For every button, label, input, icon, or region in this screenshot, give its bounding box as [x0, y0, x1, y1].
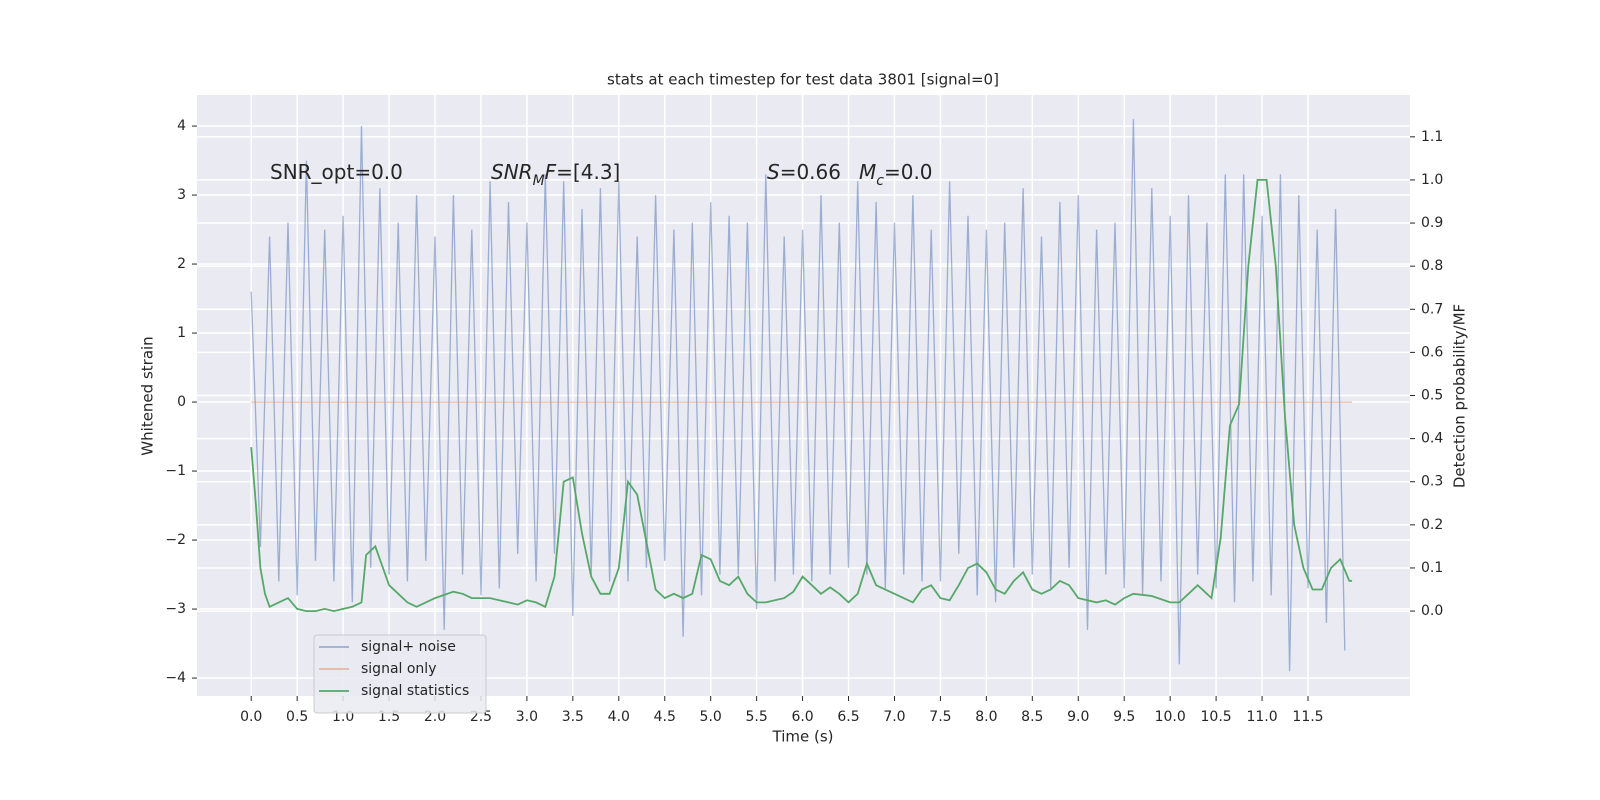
chart-title: stats at each timestep for test data 380…: [607, 71, 999, 89]
x-tick-label: 5.0: [700, 709, 722, 725]
y-tick-label: −3: [165, 601, 186, 617]
plot-lines: [250, 119, 1353, 672]
annotation: S=0.66: [767, 160, 841, 184]
x-tick-label: 10.5: [1201, 709, 1232, 725]
annotation: SNRMF=[4.3]: [491, 160, 620, 190]
x-tick-label: 8.0: [975, 709, 997, 725]
annotation-part: =0.0: [884, 160, 933, 184]
x-tick-label: 6.0: [791, 709, 813, 725]
x-tick-label: 0.0: [240, 709, 262, 725]
y2-tick-label: 0.7: [1421, 301, 1443, 317]
y2-tick-label: 0.8: [1421, 258, 1443, 274]
y-tick-label: 4: [177, 118, 186, 134]
series-line: [250, 179, 1353, 613]
y2-tick-label: 0.3: [1421, 474, 1443, 490]
annotation: Mc=0.0: [859, 160, 933, 190]
x-tick-label: 10.0: [1155, 709, 1186, 725]
annotation-part: =0.66: [780, 160, 841, 184]
x-tick-label: 9.5: [1113, 709, 1135, 725]
annotation: SNR_opt=0.0: [270, 160, 403, 184]
y-tick-label: −1: [165, 463, 186, 479]
y-tick-label: 1: [177, 325, 186, 341]
y2-tick-label: 0.9: [1421, 215, 1443, 231]
y-tick-label: 3: [177, 187, 186, 203]
x-tick-label: 4.0: [608, 709, 630, 725]
x-tick-label: 7.0: [883, 709, 905, 725]
x-tick-label: 7.5: [929, 709, 951, 725]
x-tick-label: 11.0: [1246, 709, 1277, 725]
labels: 0.0 0.5 1.0 1.5 2.0 2.5 3.0 3.5 4.0 4.5 5.0 5.5 6.0 6…: [165, 118, 1443, 725]
x-tick-label: 9.0: [1067, 709, 1089, 725]
x-tick-label: 3.0: [516, 709, 538, 725]
annotation-part: S: [767, 160, 780, 184]
x-tick-label: 11.5: [1292, 709, 1323, 725]
y-tick-label: −2: [165, 532, 186, 548]
legend-label: signal+ noise: [361, 639, 456, 655]
y2-axis-label: Detection probability/MF: [1451, 304, 1469, 488]
y-axis-label: Whitened strain: [139, 336, 157, 455]
x-axis-label: Time (s): [772, 728, 834, 746]
y-tick-label: −4: [165, 670, 186, 686]
legend-box: [313, 634, 487, 714]
y2-tick-label: 0.4: [1421, 431, 1443, 447]
y-tick-label: 0: [177, 394, 186, 410]
x-tick-label: 6.5: [837, 709, 859, 725]
annotation-part: c: [876, 173, 884, 189]
y2-tick-label: 0.6: [1421, 344, 1443, 360]
legend-label: signal only: [361, 661, 436, 677]
y2-tick-label: 0.1: [1421, 560, 1443, 576]
x-tick-label: 8.5: [1021, 709, 1043, 725]
legend-label: signal statistics: [361, 683, 469, 699]
x-tick-label: 3.5: [562, 709, 584, 725]
annotation-part: M: [859, 160, 876, 184]
annotation-part: SNR_opt=0.0: [270, 160, 403, 184]
x-tick-label: 5.5: [746, 709, 768, 725]
legend: signal+ noise signal only signal statistic…: [313, 634, 487, 714]
y2-tick-label: 0.0: [1421, 603, 1443, 619]
annotation-part: F: [545, 160, 557, 184]
annotation-part: =[4.3]: [556, 160, 620, 184]
annotation-part: M: [533, 173, 545, 189]
x-tick-label: 0.5: [286, 709, 308, 725]
y2-tick-label: 0.2: [1421, 517, 1443, 533]
y2-tick-label: 1.0: [1421, 172, 1443, 188]
annotation-part: SNR: [491, 160, 533, 184]
y-tick-label: 2: [177, 256, 186, 272]
x-tick-label: 4.5: [654, 709, 676, 725]
y2-tick-label: 0.5: [1421, 388, 1443, 404]
y2-tick-label: 1.1: [1421, 129, 1443, 145]
